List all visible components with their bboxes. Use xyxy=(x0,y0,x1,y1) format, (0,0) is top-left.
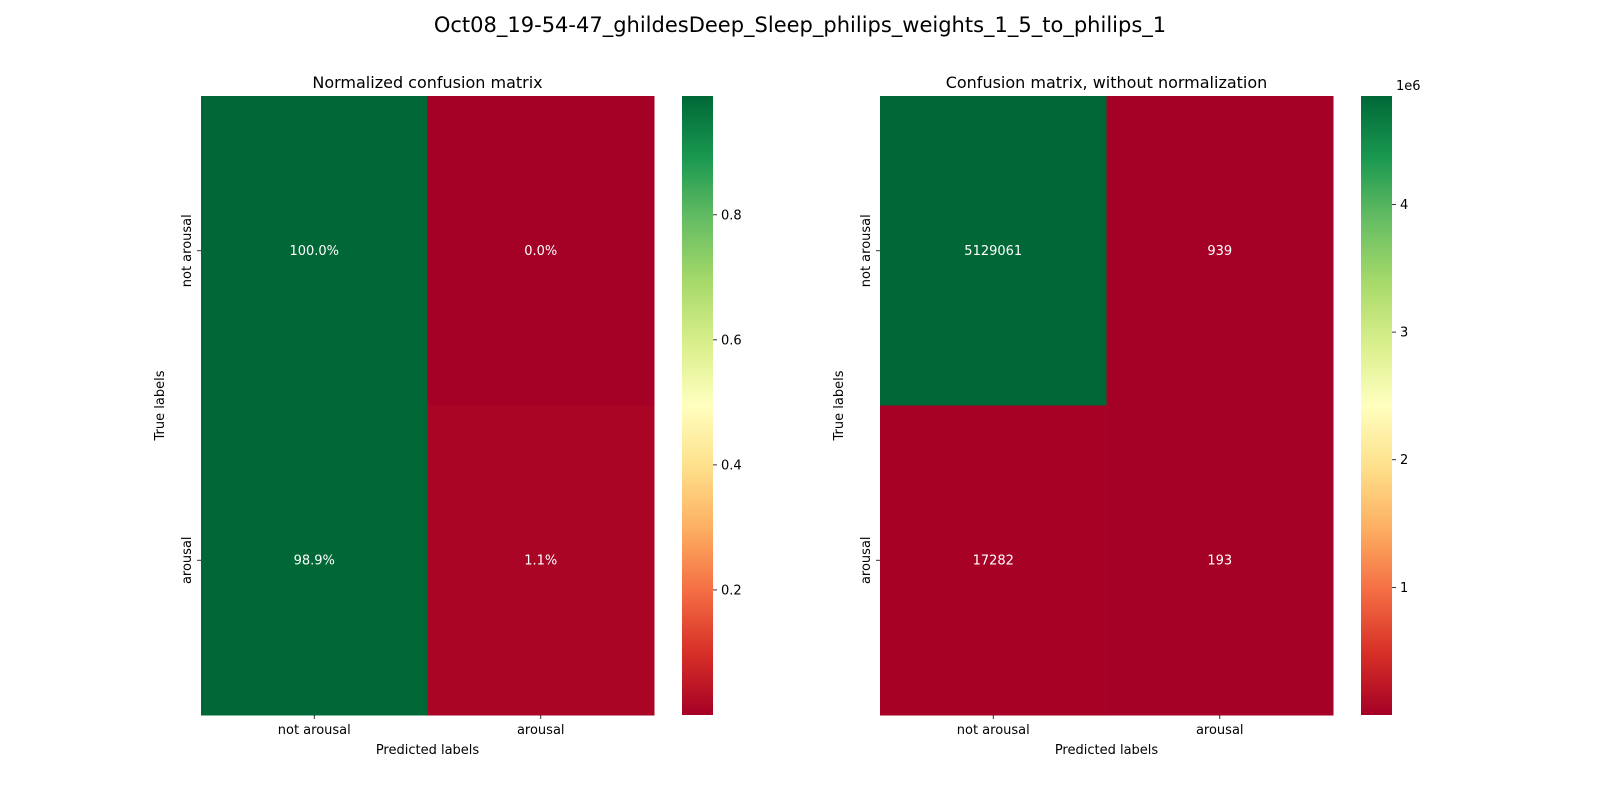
colorbar-tick-label: 0.2 xyxy=(721,583,742,598)
colorbar-tick-label: 0.8 xyxy=(721,208,742,223)
cell-value-label: 939 xyxy=(1207,244,1232,259)
x-tick-label: not arousal xyxy=(278,723,351,738)
cell-value-label: 98.9% xyxy=(294,553,335,568)
y-axis-label: True labels xyxy=(832,370,847,441)
colorbar-offset-label: 1e6 xyxy=(1396,79,1421,94)
y-tick-label: arousal xyxy=(180,536,195,584)
heatmap-cell xyxy=(1106,405,1334,716)
heatmap-cell xyxy=(880,405,1107,716)
cell-value-label: 1.1% xyxy=(524,553,557,568)
colorbar xyxy=(1361,96,1392,715)
x-tick-label: not arousal xyxy=(957,723,1030,738)
heatmap-panel-1: Normalized confusion matrix 100.0% 0.0% 98.… xyxy=(153,73,742,758)
y-tick-label: not arousal xyxy=(859,214,874,287)
x-axis-label: Predicted labels xyxy=(1055,743,1159,758)
colorbar-tick-label: 0.6 xyxy=(721,333,742,348)
colorbar-tick-label: 4 xyxy=(1400,198,1408,213)
heatmap-cell xyxy=(427,405,655,716)
heatmap-cell xyxy=(201,96,428,406)
x-tick-label: arousal xyxy=(517,723,565,738)
cell-value-label: 5129061 xyxy=(964,244,1022,259)
panel-title: Normalized confusion matrix xyxy=(312,73,542,92)
cell-value-label: 100.0% xyxy=(289,244,339,259)
heatmap-cell xyxy=(880,96,1107,406)
y-tick-label: not arousal xyxy=(180,214,195,287)
heatmap-cell xyxy=(1106,96,1334,406)
heatmap-panel-2: Confusion matrix, without normalization 5… xyxy=(832,73,1421,758)
y-axis-label: True labels xyxy=(153,370,168,441)
colorbar-tick-label: 0.4 xyxy=(721,458,742,473)
x-axis-label: Predicted labels xyxy=(376,743,480,758)
colorbar-tick-label: 2 xyxy=(1400,453,1408,468)
cell-value-label: 0.0% xyxy=(524,244,557,259)
cell-value-label: 193 xyxy=(1207,553,1232,568)
colorbar xyxy=(682,96,713,715)
x-tick-label: arousal xyxy=(1196,723,1244,738)
cell-value-label: 17282 xyxy=(973,553,1014,568)
colorbar-tick-label: 1 xyxy=(1400,581,1408,596)
figure-title: Oct08_19-54-47_ghildesDeep_Sleep_philips… xyxy=(434,13,1166,38)
panel-title: Confusion matrix, without normalization xyxy=(946,73,1268,92)
heatmap-cell xyxy=(427,96,655,406)
colorbar-tick-label: 3 xyxy=(1400,326,1408,341)
heatmap-cell xyxy=(201,405,428,716)
y-tick-label: arousal xyxy=(859,536,874,584)
